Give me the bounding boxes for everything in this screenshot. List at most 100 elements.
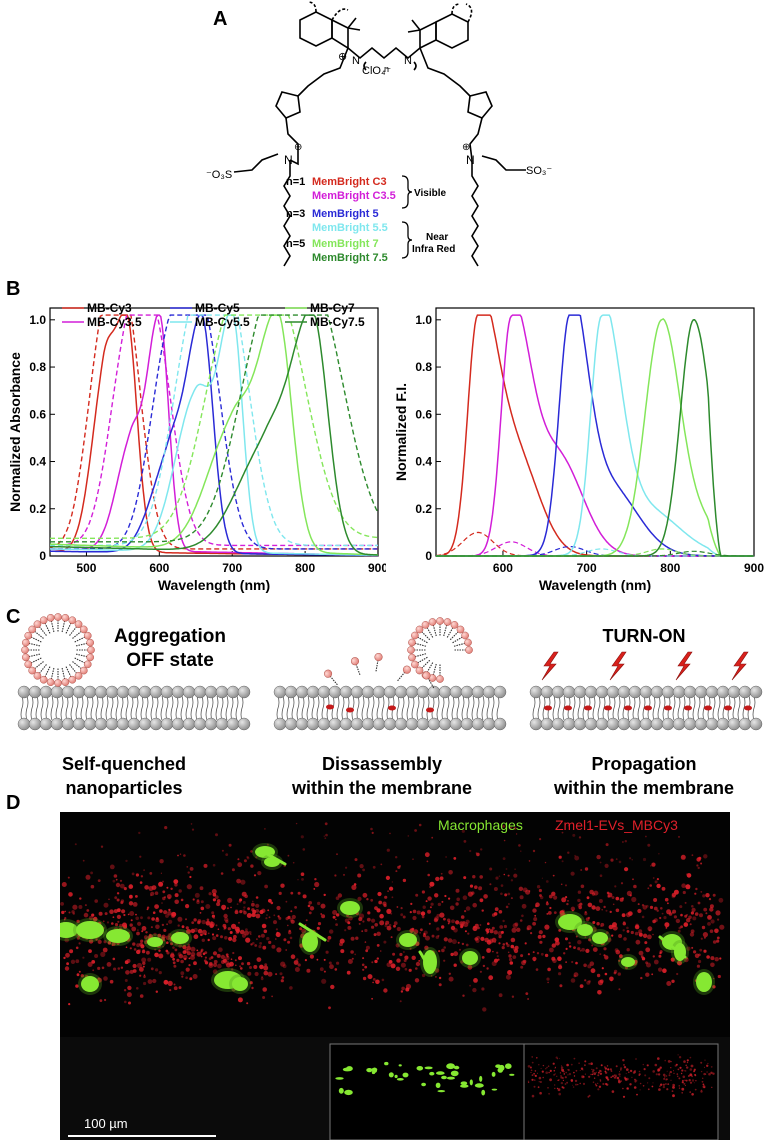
right-alkyl-tail bbox=[471, 160, 479, 267]
caption-propagation: Propagation bbox=[591, 754, 696, 774]
fluorescence-chart: 600 700 800 900 0 0.2 0.4 0.6 0.8 1.0 Wavelength (… bbox=[393, 307, 764, 593]
chain-index-label: n bbox=[384, 64, 389, 74]
embedded-dye bbox=[564, 705, 572, 711]
counterion-label: ClO₄⁻ bbox=[362, 65, 391, 77]
fl-series-MB-Cy3.5 bbox=[436, 314, 754, 557]
plot-frame bbox=[435, 307, 755, 557]
right-triazole bbox=[467, 91, 493, 119]
left-ammonium-nitrogen: N bbox=[284, 153, 293, 167]
nanoparticle bbox=[21, 613, 95, 687]
emission-bolt-icon bbox=[731, 651, 749, 681]
dye-memb-c3: MemBright C3 bbox=[312, 176, 387, 188]
membrane-1 bbox=[17, 685, 251, 731]
panel-label-c: C bbox=[6, 606, 21, 628]
macrophage-blob bbox=[302, 932, 318, 952]
scale-bar-label: 100 µm bbox=[84, 1116, 128, 1131]
y-tick-label: 0.6 bbox=[415, 407, 432, 421]
nir-bracket-label-2: Infra Red bbox=[412, 244, 455, 255]
macrophage-blob bbox=[399, 933, 417, 947]
y-tick-label: 0 bbox=[425, 549, 432, 563]
mechanism-nanoparticles bbox=[21, 613, 752, 713]
legend-macrophages: Macrophages bbox=[438, 817, 523, 833]
right-indole-five-ring bbox=[419, 20, 437, 50]
fl-series-MB-Cy3 bbox=[436, 314, 754, 557]
macrophage-blob bbox=[340, 901, 360, 915]
left-fused-ring-dashed bbox=[307, 1, 349, 21]
legend-label: MB-Cy5 bbox=[195, 301, 240, 315]
methyl-bond bbox=[347, 17, 357, 29]
left-indole-nitrogen: N bbox=[352, 55, 360, 67]
embedded-dye bbox=[584, 705, 592, 711]
y-tick-label: 0.8 bbox=[415, 360, 432, 374]
macrophage-blob bbox=[462, 951, 478, 965]
positive-charge-symbol: ⊕ bbox=[338, 51, 347, 63]
y-tick-label: 0.2 bbox=[415, 502, 432, 516]
dye-monomer bbox=[396, 665, 411, 682]
macrophage-blob bbox=[696, 972, 712, 992]
methyl-bond bbox=[411, 19, 421, 31]
dye-monomer bbox=[374, 652, 383, 672]
macrophage-blob bbox=[232, 977, 248, 991]
right-indole-nitrogen: N bbox=[404, 55, 412, 67]
caption-nanoparticles: nanoparticles bbox=[65, 778, 182, 798]
abs-series-dashed-MB-Cy7.5 bbox=[50, 314, 379, 543]
embedded-dye bbox=[644, 705, 652, 711]
embedded-dye bbox=[624, 705, 632, 711]
macrophage-blob bbox=[81, 976, 99, 992]
left-sulfonate-arm bbox=[233, 153, 279, 173]
inset-green-channel bbox=[329, 1043, 525, 1140]
abs-series-MB-Cy5.5 bbox=[50, 314, 378, 557]
embedded-dye bbox=[426, 707, 434, 713]
macrophage-blob bbox=[106, 929, 130, 943]
visible-bracket-label: Visible bbox=[414, 188, 446, 199]
visible-bracket bbox=[401, 175, 413, 209]
emission-bolt-icon bbox=[541, 651, 559, 681]
embedded-dye bbox=[544, 705, 552, 711]
plot-frame bbox=[49, 307, 379, 557]
abs-series-dashed-MB-Cy5.5 bbox=[50, 314, 378, 547]
panel-label-d: D bbox=[6, 792, 21, 814]
y-tick-label: 0.6 bbox=[29, 407, 46, 421]
dye-memb-7: MemBright 7 bbox=[312, 238, 379, 250]
membrane-3 bbox=[529, 685, 763, 731]
polymethine-chain bbox=[347, 46, 421, 60]
x-axis-label: Wavelength (nm) bbox=[158, 577, 270, 593]
x-tick-label: 700 bbox=[222, 561, 242, 575]
caption-dissassembly: Dissassembly bbox=[322, 754, 442, 774]
y-tick-label: 1.0 bbox=[415, 313, 432, 327]
absorbance-chart: 500 600 700 800 900 0 0.2 0.4 0.6 0.8 1.0 Wavelengt… bbox=[7, 301, 386, 593]
inset-red-signal bbox=[527, 1054, 715, 1098]
macrophage-blob bbox=[423, 950, 437, 974]
left-sulfonate-label: ⁻O₃S bbox=[206, 169, 232, 181]
microscopy-image: 100 µm Macrophages Zmel1-EVs_MBCy3 bbox=[60, 812, 730, 1140]
macrophage-blob bbox=[171, 932, 189, 944]
right-indole-benzene bbox=[435, 13, 469, 49]
embedded-dye bbox=[346, 707, 354, 713]
dye-memb-5: MemBright 5 bbox=[312, 208, 379, 220]
legend-label: MB-Cy7 bbox=[310, 301, 355, 315]
nir-bracket bbox=[401, 221, 413, 259]
x-tick-label: 900 bbox=[368, 561, 386, 575]
macrophage-blob bbox=[621, 957, 635, 967]
fl-series-MB-Cy7.5 bbox=[436, 319, 754, 557]
abs-series-MB-Cy7 bbox=[50, 314, 378, 556]
nanoparticle bbox=[407, 617, 473, 683]
dye-memb-c35: MemBright C3.5 bbox=[312, 190, 396, 202]
chain-brackets bbox=[363, 61, 417, 71]
y-tick-label: 0.4 bbox=[29, 455, 46, 469]
dye-n1: n=1 bbox=[286, 176, 305, 188]
macrophage-blob bbox=[60, 922, 78, 938]
left-indole-benzene bbox=[299, 11, 333, 47]
membrane-2 bbox=[273, 685, 507, 731]
turn-on-title: TURN-ON bbox=[603, 626, 686, 646]
macrophage-blob bbox=[558, 914, 582, 930]
left-alkyl-tail bbox=[283, 160, 291, 267]
x-axis-label: Wavelength (nm) bbox=[539, 577, 651, 593]
embedded-dye bbox=[744, 705, 752, 711]
embedded-dye bbox=[604, 705, 612, 711]
y-tick-label: 1.0 bbox=[29, 313, 46, 327]
panel-label-b: B bbox=[6, 278, 21, 300]
y-tick-label: 0.8 bbox=[29, 360, 46, 374]
macrophage-blob bbox=[147, 937, 163, 947]
right-ammonium-nitrogen: N bbox=[466, 153, 475, 167]
